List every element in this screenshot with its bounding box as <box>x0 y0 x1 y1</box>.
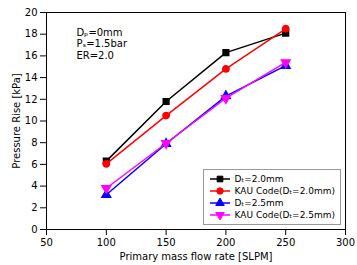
svg-text:0: 0 <box>31 224 37 235</box>
svg-text:250: 250 <box>276 237 295 248</box>
svg-text:300: 300 <box>336 237 355 248</box>
svg-text:2: 2 <box>31 202 37 213</box>
svg-text:200: 200 <box>216 237 235 248</box>
svg-text:Primary mass flow rate [SLPM]: Primary mass flow rate [SLPM] <box>120 251 273 262</box>
svg-text:8: 8 <box>31 137 37 148</box>
svg-text:6: 6 <box>31 159 37 170</box>
svg-text:14: 14 <box>25 72 38 83</box>
svg-text:16: 16 <box>25 50 38 61</box>
svg-text:50: 50 <box>40 237 53 248</box>
svg-text:12: 12 <box>25 94 38 105</box>
html-text:Dₜ=2.5mm: Dₜ=2.5mm <box>234 198 284 208</box>
svg-text:10: 10 <box>25 115 38 126</box>
svg-text:Dₚ=0mmPₛ=1.5barER=2.0: Dₚ=0mmPₛ=1.5barER=2.0 <box>76 27 128 61</box>
svg-text:18: 18 <box>25 28 38 39</box>
svg-text:150: 150 <box>157 237 176 248</box>
html-text:KAU Code(Dₜ=2.5mm): KAU Code(Dₜ=2.5mm) <box>234 210 335 220</box>
svg-text:100: 100 <box>97 237 116 248</box>
svg-text:20: 20 <box>25 7 38 18</box>
html-text:KAU Code(Dₜ=2.0mm): KAU Code(Dₜ=2.0mm) <box>234 186 335 196</box>
svg-text:Pressure Rise [kPa]: Pressure Rise [kPa] <box>11 73 22 169</box>
html-text:Dₜ=2.0mm: Dₜ=2.0mm <box>234 174 284 184</box>
svg-text:4: 4 <box>31 180 37 191</box>
